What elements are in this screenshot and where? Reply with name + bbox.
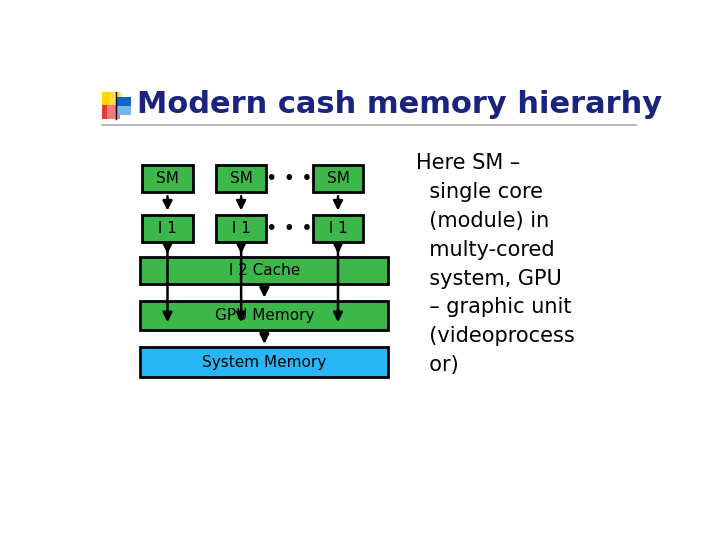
- Text: l 1: l 1: [158, 221, 177, 236]
- Text: l 2 Cache: l 2 Cache: [229, 264, 300, 278]
- FancyBboxPatch shape: [140, 347, 388, 377]
- Text: SM: SM: [230, 171, 253, 186]
- FancyBboxPatch shape: [140, 301, 388, 330]
- Bar: [107, 105, 120, 119]
- Text: l 1: l 1: [328, 221, 347, 236]
- FancyBboxPatch shape: [143, 215, 193, 242]
- Text: Modern cash memory hierarhy: Modern cash memory hierarhy: [138, 90, 662, 119]
- FancyBboxPatch shape: [216, 165, 266, 192]
- Text: GPU Memory: GPU Memory: [215, 308, 314, 323]
- Bar: [117, 97, 132, 116]
- FancyBboxPatch shape: [143, 165, 193, 192]
- Text: System Memory: System Memory: [202, 355, 326, 369]
- Text: SM: SM: [156, 171, 179, 186]
- FancyBboxPatch shape: [312, 165, 363, 192]
- Text: l 1: l 1: [232, 221, 251, 236]
- Text: • • •: • • •: [266, 169, 313, 188]
- FancyBboxPatch shape: [216, 215, 266, 242]
- Bar: [110, 92, 122, 110]
- Bar: [117, 106, 132, 116]
- Text: • • •: • • •: [266, 219, 313, 238]
- FancyBboxPatch shape: [312, 215, 363, 242]
- Bar: [102, 105, 120, 119]
- Text: SM: SM: [327, 171, 349, 186]
- FancyBboxPatch shape: [140, 257, 388, 284]
- Bar: [102, 92, 120, 110]
- Text: Here SM –
  single core
  (module) in
  multy-cored
  system, GPU
  – graphic un: Here SM – single core (module) in multy-…: [415, 153, 575, 375]
